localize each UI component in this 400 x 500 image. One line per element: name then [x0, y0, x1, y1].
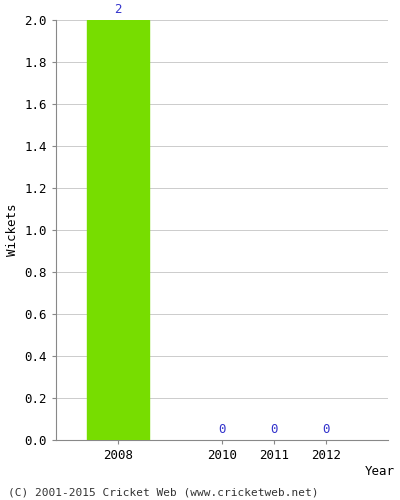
Bar — [87, 20, 149, 440]
Text: (C) 2001-2015 Cricket Web (www.cricketweb.net): (C) 2001-2015 Cricket Web (www.cricketwe… — [8, 488, 318, 498]
Y-axis label: Wickets: Wickets — [6, 204, 19, 256]
X-axis label: Year: Year — [365, 465, 395, 478]
Text: 0: 0 — [322, 423, 330, 436]
Text: 2: 2 — [114, 3, 122, 16]
Text: 0: 0 — [270, 423, 278, 436]
Text: 0: 0 — [218, 423, 226, 436]
